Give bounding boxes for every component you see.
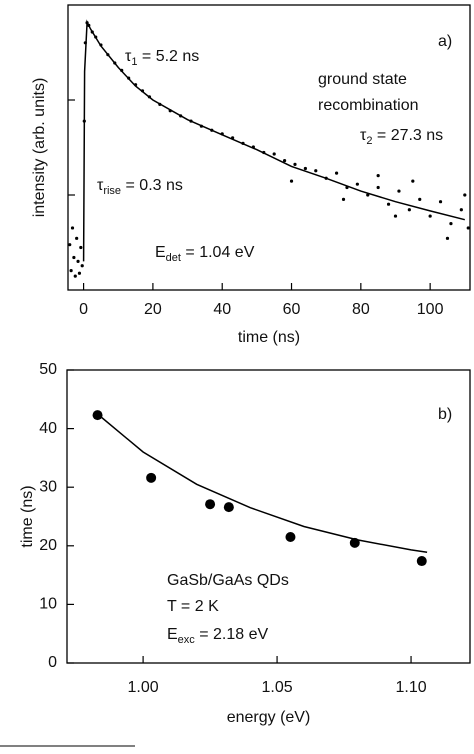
annotation-text: E <box>155 244 166 261</box>
annotation-text: = 27.3 ns <box>372 127 443 144</box>
annotation: Eexc = 2.18 eV <box>167 626 269 646</box>
data-point <box>341 197 346 201</box>
x-tick-label: 0 <box>79 301 88 318</box>
plot-frame <box>66 369 471 664</box>
annotation-text: τ <box>125 48 132 65</box>
annotation-subscript: rise <box>103 185 121 197</box>
annotation-text: τ <box>360 127 367 144</box>
x-tick-label: 20 <box>144 301 162 318</box>
data-point <box>376 185 380 190</box>
y-tick-label: 40 <box>39 420 57 437</box>
data-point <box>73 274 77 278</box>
annotation: ground state <box>318 71 407 88</box>
y-tick-label: 20 <box>39 537 57 554</box>
x-tick-label: 1.10 <box>395 679 426 696</box>
data-point <box>314 169 318 173</box>
data-point <box>466 226 470 230</box>
x-tick-label: 1.05 <box>262 679 293 696</box>
data-point <box>285 532 296 543</box>
x-tick-label: 1.00 <box>128 679 159 696</box>
annotation-text: E <box>167 626 178 643</box>
data-point <box>69 269 73 273</box>
y-axis-label: time (ns) <box>19 485 36 547</box>
data-point <box>289 179 294 183</box>
x-tick-label: 60 <box>283 301 301 318</box>
annotation: T = 2 K <box>167 598 219 615</box>
annotation-subscript: det <box>166 252 181 264</box>
data-point <box>146 472 157 483</box>
annotation: τrise = 0.3 ns <box>97 177 183 197</box>
x-tick-label: 80 <box>352 301 370 318</box>
annotation: recombination <box>318 97 419 114</box>
data-point <box>223 502 234 513</box>
x-tick-label: 40 <box>213 301 231 318</box>
y-tick-label: 10 <box>39 596 57 613</box>
annotation-subscript: 1 <box>131 56 137 68</box>
data-point <box>418 197 422 201</box>
panel-label: a) <box>438 33 452 50</box>
x-tick-label: 100 <box>417 301 444 318</box>
annotation-text: ground state <box>318 71 407 88</box>
data-point <box>79 245 83 250</box>
panel-label: b) <box>438 406 452 423</box>
annotation-subscript: exc <box>178 634 196 646</box>
data-point <box>92 410 103 421</box>
annotation-text: τ <box>97 177 104 194</box>
data-point <box>293 162 297 166</box>
data-point <box>272 152 276 156</box>
annotation: τ2 = 27.3 ns <box>360 127 443 147</box>
y-tick-label: 50 <box>39 361 57 378</box>
annotation-text: GaSb/GaAs QDs <box>167 572 289 589</box>
data-point <box>68 243 72 247</box>
fit-line <box>97 413 428 553</box>
data-point <box>428 214 432 218</box>
data-point <box>355 182 359 186</box>
data-point <box>445 236 450 240</box>
x-axis-label: energy (eV) <box>227 709 311 726</box>
annotation-text: = 5.2 ns <box>137 48 199 65</box>
data-point <box>70 226 75 230</box>
data-point <box>416 556 427 567</box>
data-point <box>80 264 84 268</box>
data-point <box>205 499 216 510</box>
data-point <box>72 255 76 260</box>
data-point <box>77 271 82 275</box>
annotation: τ1 = 5.2 ns <box>125 48 199 68</box>
annotation: Edet = 1.04 eV <box>155 244 255 264</box>
data-point <box>393 214 398 218</box>
plot-frame <box>67 4 471 291</box>
y-tick-label: 0 <box>48 654 57 671</box>
data-point <box>438 200 443 204</box>
data-point <box>75 236 79 240</box>
annotation: GaSb/GaAs QDs <box>167 572 289 589</box>
y-tick-label: 30 <box>39 478 57 495</box>
data-point <box>76 259 80 264</box>
data-point <box>386 202 391 206</box>
annotation-text: = 1.04 eV <box>181 244 255 261</box>
data-point <box>397 189 401 193</box>
data-point <box>303 166 307 171</box>
y-axis-label: intensity (arb. units) <box>31 78 48 218</box>
annotation-text: recombination <box>318 97 419 114</box>
data-point <box>334 171 339 175</box>
annotation-subscript: 2 <box>366 135 372 147</box>
data-point <box>463 193 467 197</box>
fit-line <box>82 19 465 262</box>
annotation-text: = 0.3 ns <box>121 177 183 194</box>
annotation-text: T = 2 K <box>167 598 219 615</box>
data-point <box>459 208 463 212</box>
data-point <box>411 179 415 183</box>
data-point <box>449 221 453 226</box>
annotation-text: = 2.18 eV <box>195 626 269 643</box>
data-point <box>407 208 411 212</box>
x-axis-label: time (ns) <box>238 329 300 346</box>
data-point <box>376 174 380 178</box>
data-point <box>282 159 287 163</box>
